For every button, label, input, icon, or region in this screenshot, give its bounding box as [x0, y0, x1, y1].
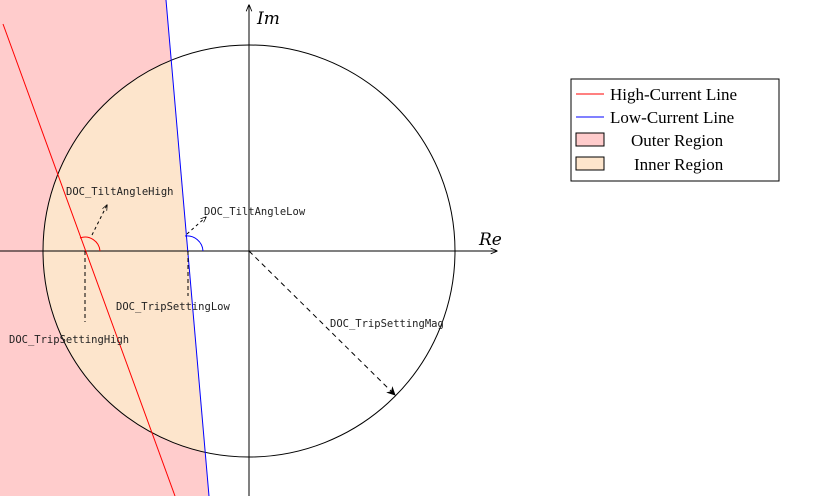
legend-high-current-label: High-Current Line	[610, 85, 737, 104]
legend-outer-region-swatch	[575, 132, 605, 147]
legend-outer-region-label: Outer Region	[631, 131, 724, 150]
tilt-angle-low-pointer	[186, 217, 206, 235]
trip-setting-mag-label: DOC_TripSettingMag	[330, 318, 444, 330]
high-current-line	[2, 23, 176, 496]
tilt-angle-low-label: DOC_TiltAngleLow	[204, 206, 306, 218]
legend-box	[570, 78, 780, 182]
low-current-line	[165, 0, 210, 496]
real-axis-label: Re	[478, 230, 502, 250]
legend-inner-region-label: Inner Region	[634, 155, 724, 174]
trip-setting-mag-radius	[248, 250, 396, 396]
legend-inner-region-swatch	[575, 156, 605, 171]
tilt-angle-low-arc	[184, 235, 204, 252]
legend: High-Current Line Low-Current Line Outer…	[570, 78, 780, 182]
legend-low-current-label: Low-Current Line	[610, 108, 734, 127]
tilt-angle-high-label: DOC_TiltAngleHigh	[66, 186, 173, 198]
trip-setting-high-label: DOC_TripSettingHigh	[9, 334, 129, 346]
imag-axis-label: Im	[256, 9, 280, 29]
trip-setting-low-label: DOC_TripSettingLow	[116, 301, 230, 313]
tilt-angle-high-arc	[79, 236, 101, 252]
